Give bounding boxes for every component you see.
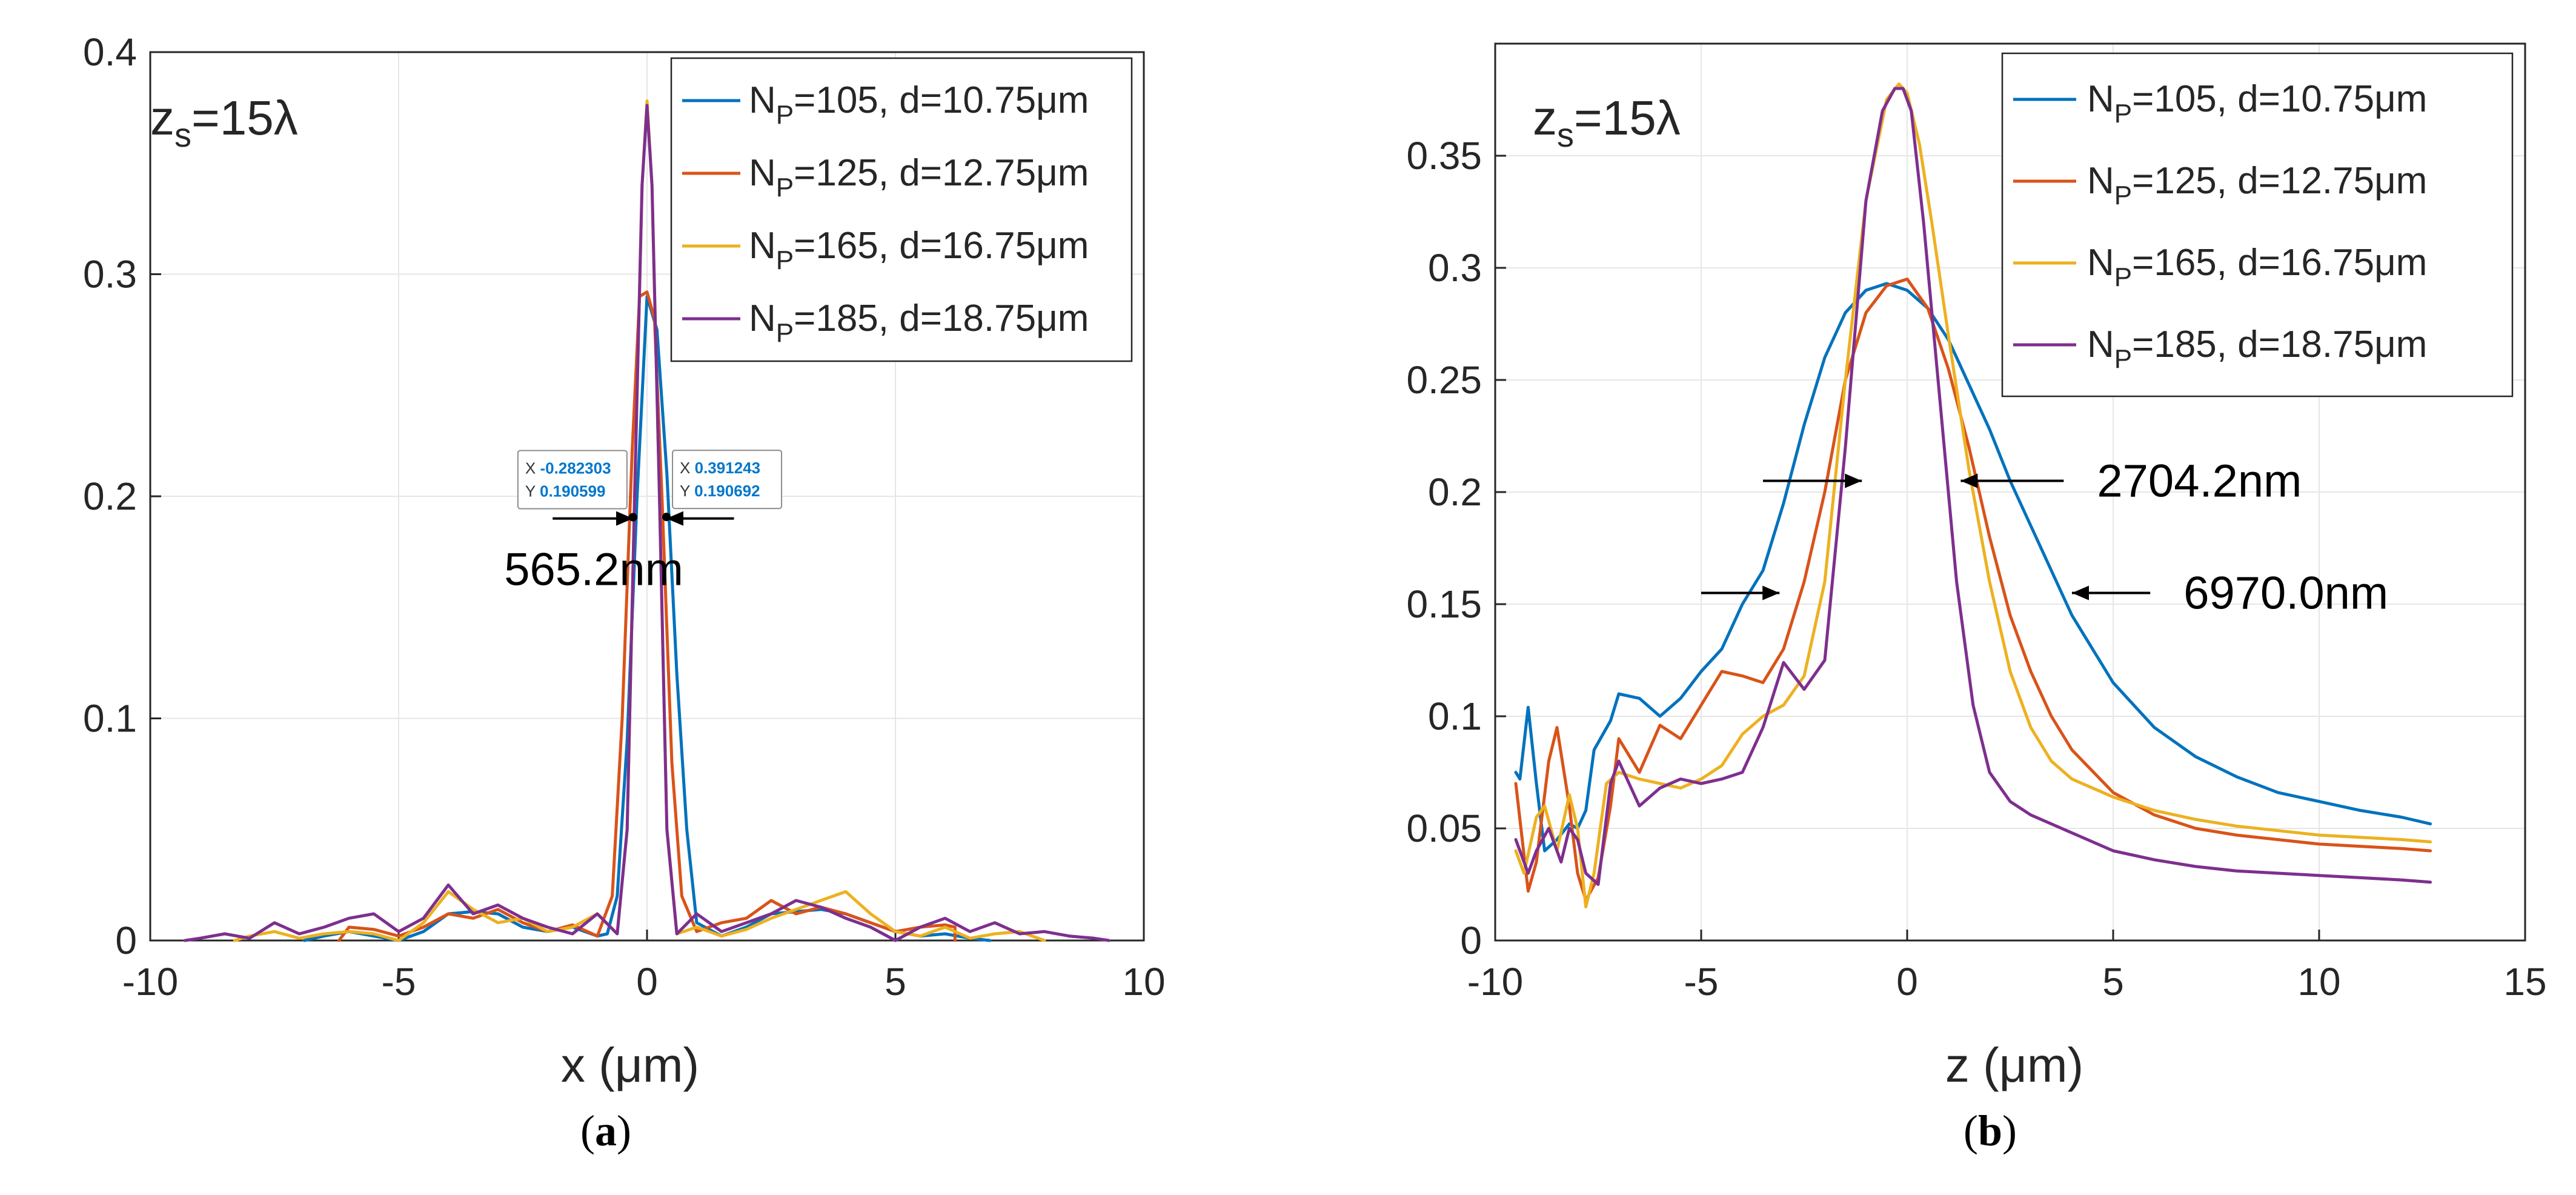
panel-a-datatip-text: X 0.391243 — [680, 459, 760, 477]
panel-a-y-tick-label: 0.2 — [83, 474, 137, 518]
panel-b-y-tick-label: 0 — [1460, 919, 1482, 962]
panel-b: -10 -5 0 5 10 15 0 0.05 0.1 0.15 0.2 0.25 0.3 0.35 2… — [1406, 42, 2547, 1155]
panel-b-y-tick-label: 0.1 — [1428, 694, 1482, 738]
panel-a-annotations: 565.2nm — [504, 511, 734, 596]
panel-b-y-tick-label: 0.25 — [1406, 358, 1482, 402]
panel-b-y-tick-label: 0.15 — [1406, 582, 1482, 626]
panel-a-x-ticks: -10 -5 0 5 10 — [122, 930, 1166, 1004]
panel-a: -10 -5 0 5 10 0 0.1 0.2 0.3 0.4 565.2nm X -0.282… — [83, 30, 1166, 1155]
panel-b-legend-label: NP=125, d=12.75μm — [2087, 160, 2427, 210]
panel-a-y-tick-label: 0.4 — [83, 30, 137, 74]
panel-a-x-tick-label: -5 — [382, 960, 416, 1004]
panel-b-y-tick-label: 0.3 — [1428, 246, 1482, 290]
panel-a-series — [183, 99, 1111, 942]
panel-a-y-tick-label: 0.1 — [83, 697, 137, 741]
panel-a-x-tick-label: 5 — [885, 960, 906, 1004]
panel-a-caption: (a) — [580, 1107, 631, 1155]
panel-a-y-tick-label: 0 — [115, 919, 137, 962]
panel-a-annotation-text: 565.2nm — [504, 544, 683, 596]
panel-b-caption: (b) — [1964, 1107, 2017, 1155]
panel-b-x-axis-label: z (μm) — [1945, 1038, 2083, 1092]
panel-a-legend-box — [670, 57, 1133, 362]
panel-b-y-tick-label: 0.2 — [1428, 470, 1482, 514]
panel-a-datatip-point[interactable] — [662, 513, 671, 522]
panel-b-x-tick-label: 0 — [1896, 960, 1918, 1004]
panel-b-annotation-text: 2704.2nm — [2097, 456, 2302, 507]
panel-b-series-line-4 — [1514, 87, 2432, 886]
panel-a-legend-label: NP=125, d=12.75μm — [749, 152, 1089, 202]
panel-a-x-axis-label: x (μm) — [561, 1038, 699, 1092]
panel-b-x-tick-label: 15 — [2503, 960, 2546, 1004]
panel-b-x-tick-label: -10 — [1467, 960, 1524, 1004]
panel-a-datatip-text: Y 0.190692 — [680, 482, 760, 500]
panel-b-x-tick-label: 10 — [2297, 960, 2340, 1004]
panel-a-y-tick-label: 0.3 — [83, 253, 137, 296]
panel-a-x-tick-label: 0 — [636, 960, 658, 1004]
panel-a-legend-label: NP=185, d=18.75μm — [749, 298, 1089, 348]
panel-a-legend-label: NP=105, d=10.75μm — [749, 79, 1089, 130]
panel-b-series — [1514, 82, 2432, 908]
panel-b-x-ticks: -10 -5 0 5 10 15 — [1467, 930, 2547, 1004]
panel-b-series-line-3 — [1514, 82, 2432, 908]
panel-b-legend-label: NP=165, d=16.75μm — [2087, 242, 2427, 292]
panel-b-x-tick-label: 5 — [2102, 960, 2124, 1004]
panel-a-datatips: X -0.282303 Y 0.190599 X 0.391243 Y 0.19069… — [517, 450, 783, 522]
panel-b-y-ticks: 0 0.05 0.1 0.15 0.2 0.25 0.3 0.35 — [1406, 134, 1506, 962]
panel-a-legend: NP=105, d=10.75μm NP=125, d=12.75μm NP=165… — [670, 57, 1133, 362]
panel-b-legend-box — [2001, 52, 2514, 398]
panel-a-x-tick-label: 10 — [1122, 960, 1165, 1004]
panel-a-corner-label: zs=15λ — [150, 91, 298, 154]
panel-b-legend-label: NP=105, d=10.75μm — [2087, 78, 2427, 128]
panel-b-annotations: 2704.2nm 6970.0nm — [1701, 456, 2388, 619]
panel-a-datatip-box[interactable] — [672, 450, 783, 510]
panel-b-corner-label: zs=15λ — [1533, 91, 1681, 154]
panel-a-legend-label: NP=165, d=16.75μm — [749, 225, 1089, 275]
panel-a-datatip-text: Y 0.190599 — [525, 482, 606, 500]
panel-b-y-tick-label: 0.35 — [1406, 134, 1482, 178]
panel-a-y-ticks: 0 0.1 0.2 0.3 0.4 — [83, 30, 161, 962]
panel-a-series-line-4 — [183, 104, 1111, 942]
panel-b-caption-letter: b — [1978, 1107, 2002, 1155]
panel-a-datatip-point[interactable] — [628, 513, 637, 522]
panel-a-datatip-text: X -0.282303 — [525, 459, 611, 477]
panel-a-x-tick-label: -10 — [122, 960, 179, 1004]
panel-b-y-tick-label: 0.05 — [1406, 807, 1482, 850]
panel-a-datatip-box[interactable] — [517, 450, 628, 510]
panel-b-legend: NP=105, d=10.75μm NP=125, d=12.75μm NP=165… — [2001, 52, 2514, 398]
panel-b-legend-label: NP=185, d=18.75μm — [2087, 324, 2427, 374]
panel-a-caption-letter: a — [595, 1107, 617, 1155]
panel-b-annotation-text: 6970.0nm — [2183, 568, 2388, 619]
panel-a-series-line-2 — [337, 290, 957, 942]
panel-b-x-tick-label: -5 — [1684, 960, 1719, 1004]
